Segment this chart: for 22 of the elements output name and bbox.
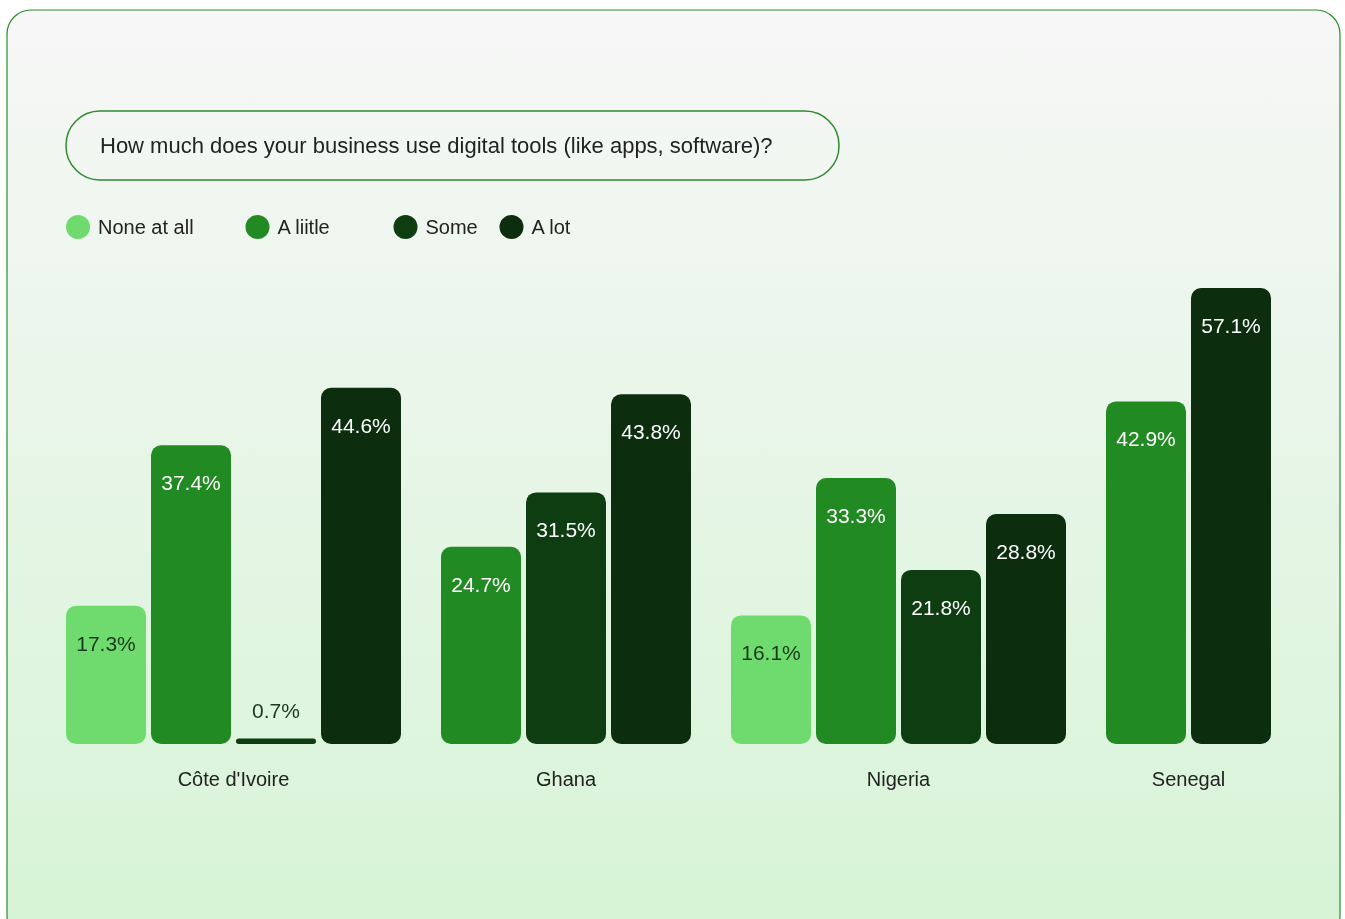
data-label: 37.4% xyxy=(161,471,221,495)
legend-label: A liitle xyxy=(277,216,330,238)
data-label: 16.1% xyxy=(741,641,801,665)
legend-label: None at all xyxy=(98,216,194,238)
x-tick-label: Senegal xyxy=(1151,768,1226,790)
data-label: 43.8% xyxy=(621,420,681,444)
legend-label: Some xyxy=(425,216,478,238)
data-label: 28.8% xyxy=(996,540,1056,563)
data-label: 21.8% xyxy=(911,595,971,619)
data-label: 31.5% xyxy=(536,518,596,542)
x-tick-label: Côte d'Ivoire xyxy=(177,768,290,790)
x-tick-label: Ghana xyxy=(535,768,597,790)
data-label: 24.7% xyxy=(451,572,511,596)
data-label: 33.3% xyxy=(826,504,886,528)
data-label: 44.6% xyxy=(331,413,391,437)
data-label: 57.1% xyxy=(1201,314,1261,337)
chart-title: How much does your business use digital tools (like apps, software)? xyxy=(100,133,773,158)
data-label: 42.9% xyxy=(1116,427,1176,451)
data-label: 0.7% xyxy=(252,699,300,723)
data-label: 17.3% xyxy=(76,631,136,655)
legend-label: A lot xyxy=(531,216,571,238)
x-tick-label: Nigeria xyxy=(866,768,932,790)
